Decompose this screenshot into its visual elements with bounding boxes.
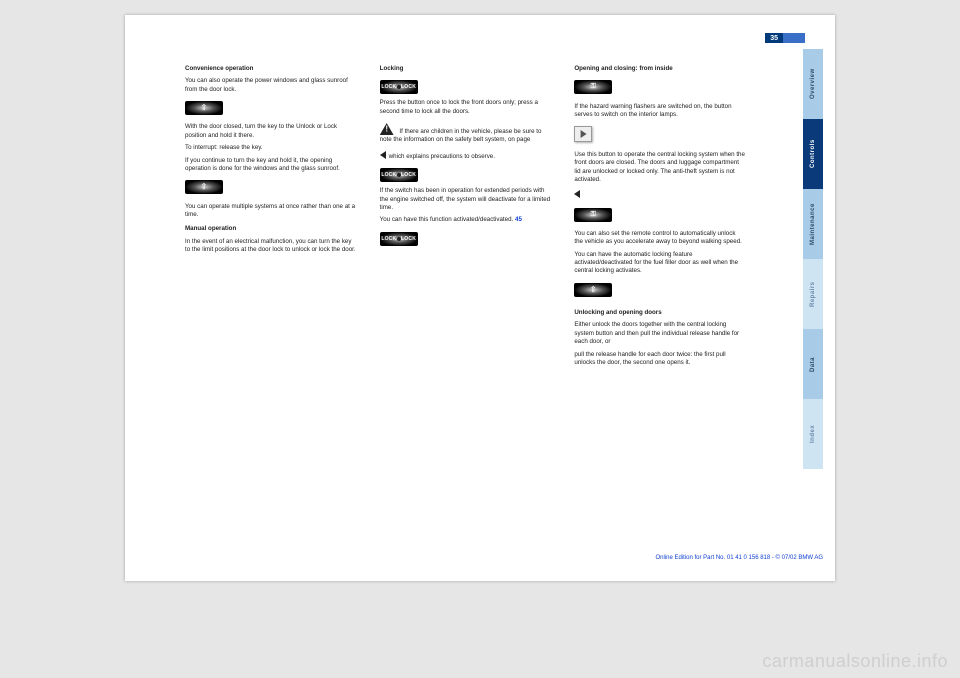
- col2-ref-line: You can have this function activated/dea…: [380, 216, 551, 224]
- col1-heading: Convenience operation: [185, 65, 356, 73]
- col1-p1: You can also operate the power windows a…: [185, 77, 356, 94]
- warning-icon: [380, 123, 394, 135]
- col3-heading2: Unlocking and opening doors: [574, 309, 745, 317]
- triangle-left-icon: [380, 151, 386, 159]
- end-marker-1: which explains precautions to observe.: [380, 149, 551, 161]
- col1-sub1b: To interrupt: release the key.: [185, 144, 356, 152]
- column-2: Locking LOCK LOCK Press the button once …: [380, 65, 551, 485]
- col3-p6: pull the release handle for each door tw…: [574, 351, 745, 368]
- key-button-icon-1: [574, 80, 612, 94]
- tab-data[interactable]: Data: [803, 329, 823, 399]
- col3-p1: If the hazard warning flashers are switc…: [574, 103, 745, 120]
- col2-p1: Press the button once to lock the front …: [380, 99, 551, 116]
- col3-heading: Opening and closing: from inside: [574, 65, 745, 73]
- tab-repairs[interactable]: Repairs: [803, 259, 823, 329]
- col1-heading2: Manual operation: [185, 225, 356, 233]
- tab-overview[interactable]: Overview: [803, 49, 823, 119]
- col2-p3: You can have this function activated/dea…: [380, 216, 514, 223]
- col1-p4: In the event of an electrical malfunctio…: [185, 238, 356, 255]
- end-marker-2: [574, 188, 745, 200]
- key-button-icon-2: [574, 208, 612, 222]
- page-number: 35: [765, 33, 783, 43]
- play-box-icon: [574, 126, 592, 142]
- arrow-button-icon-3: [574, 283, 612, 297]
- col1-sub1: With the door closed, turn the key to th…: [185, 123, 356, 140]
- col3-p3: You can also set the remote control to a…: [574, 230, 745, 247]
- col2-warn2: which explains precautions to observe.: [389, 153, 495, 160]
- warning-block: If there are children in the vehicle, pl…: [380, 120, 551, 145]
- col1-p2: If you continue to turn the key and hold…: [185, 157, 356, 174]
- col2-p2: If the switch has been in operation for …: [380, 187, 551, 212]
- unlock-arrow-button-icon: [185, 101, 223, 115]
- footer-text: Online Edition for Part No. 01 41 0 156 …: [125, 555, 823, 561]
- page-number-badge: 35: [765, 33, 805, 43]
- manual-page: 35 Overview Controls Maintenance Repairs…: [125, 15, 835, 581]
- column-3: Opening and closing: from inside If the …: [574, 65, 745, 485]
- lock-arrow-button-icon: [185, 180, 223, 194]
- tab-maintenance[interactable]: Maintenance: [803, 189, 823, 259]
- tab-index[interactable]: Index: [803, 399, 823, 469]
- col2-heading: Locking: [380, 65, 551, 73]
- content-columns: Convenience operation You can also opera…: [185, 65, 745, 485]
- lock-button-icon-3: LOCK LOCK: [380, 232, 418, 246]
- page-number-bar: [783, 33, 805, 43]
- page-ref-45[interactable]: 45: [515, 216, 522, 223]
- column-1: Convenience operation You can also opera…: [185, 65, 356, 485]
- side-tabs: Overview Controls Maintenance Repairs Da…: [803, 49, 823, 469]
- lock-button-icon-2: LOCK LOCK: [380, 168, 418, 182]
- col3-p2: Use this button to operate the central l…: [574, 151, 745, 184]
- col3-p5: Either unlock the doors together with th…: [574, 321, 745, 346]
- tab-controls[interactable]: Controls: [803, 119, 823, 189]
- col3-p4: You can have the automatic locking featu…: [574, 251, 745, 276]
- lock-button-icon-1: LOCK LOCK: [380, 80, 418, 94]
- triangle-left-icon-2: [574, 190, 580, 198]
- watermark: carmanualsonline.info: [762, 651, 948, 672]
- col2-warn: If there are children in the vehicle, pl…: [380, 128, 542, 143]
- col1-p3: You can operate multiple systems at once…: [185, 203, 356, 220]
